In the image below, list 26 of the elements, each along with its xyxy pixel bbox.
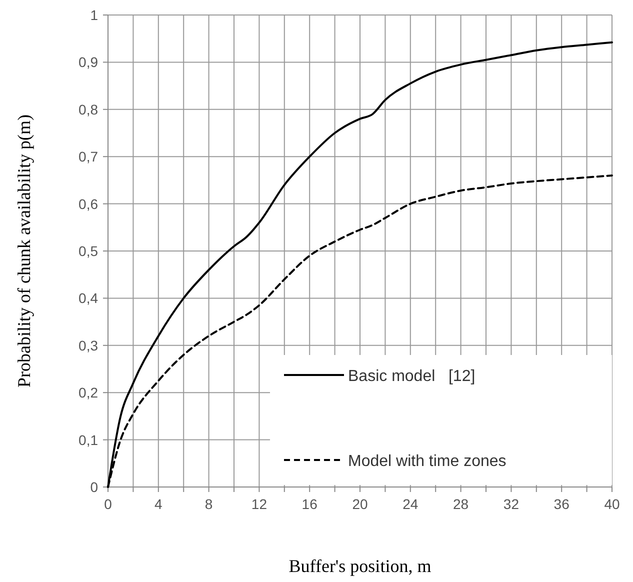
y-tick-label: 1: [90, 7, 98, 23]
y-tick-label: 0,4: [78, 290, 98, 306]
y-tick-label: 0: [90, 479, 98, 495]
x-tick-label: 0: [104, 496, 112, 512]
x-tick-label: 8: [204, 496, 213, 512]
y-tick-label: 0,8: [78, 101, 98, 118]
x-tick-label: 4: [154, 496, 162, 512]
y-tick-label: 0,9: [78, 54, 98, 70]
y-tick-label: 0,6: [78, 196, 98, 212]
y-axis-title: Probability of chunk availability p(m): [14, 114, 34, 388]
x-tick-label: 16: [302, 496, 318, 512]
legend-label: Model with time zones: [348, 453, 506, 470]
y-tick-label: 0,5: [78, 243, 98, 259]
x-tick-label: 40: [604, 496, 620, 512]
legend-label: Basic model [12]: [348, 368, 476, 385]
x-axis-title: Buffer's position, m: [288, 556, 432, 576]
y-tick-label: 0,1: [78, 432, 98, 448]
x-tick-label: 24: [402, 496, 418, 512]
y-tick-label: 0,2: [78, 384, 98, 401]
y-tick-label: 0,3: [78, 337, 98, 354]
y-tick-label: 0,7: [78, 148, 98, 165]
x-tick-label: 20: [352, 496, 368, 512]
x-tick-label: 28: [453, 496, 469, 512]
x-tick-label: 12: [251, 496, 268, 512]
x-tick-label: 36: [554, 496, 570, 512]
x-tick-label: 32: [503, 496, 520, 512]
